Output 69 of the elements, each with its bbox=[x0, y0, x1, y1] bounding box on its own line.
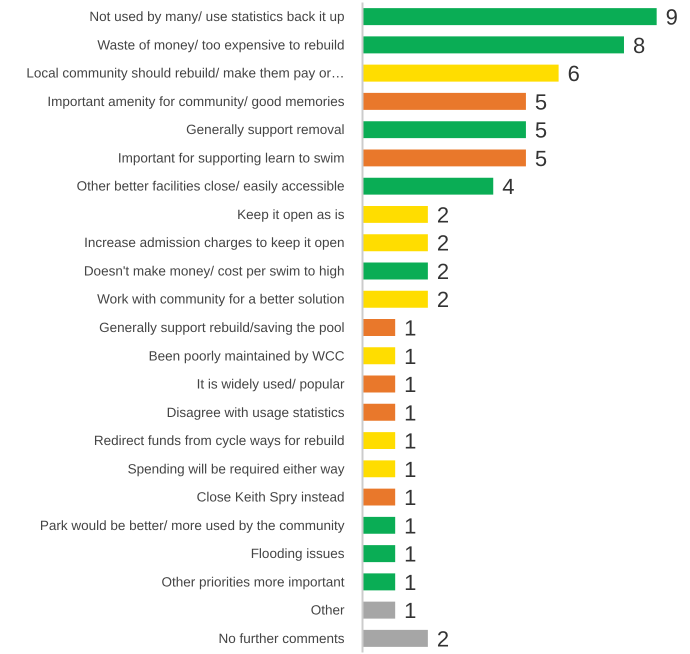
y-tick-label: Redirect funds from cycle ways for rebuild bbox=[94, 433, 344, 448]
y-tick-label: Work with community for a better solution bbox=[97, 292, 345, 307]
bar bbox=[362, 404, 396, 421]
bar bbox=[362, 8, 657, 26]
bar bbox=[362, 573, 396, 590]
data-label: 1 bbox=[404, 570, 416, 595]
y-tick-label: It is widely used/ popular bbox=[196, 376, 346, 392]
bar bbox=[362, 121, 526, 138]
y-tick-label: Increase admission charges to keep it open bbox=[84, 235, 345, 250]
data-label: 4 bbox=[502, 174, 514, 200]
y-tick-label: Disagree with usage statistics bbox=[166, 404, 345, 420]
bar bbox=[362, 432, 396, 450]
data-label: 2 bbox=[436, 258, 450, 284]
data-label: 1 bbox=[404, 598, 416, 624]
y-tick-label: Doesn't make money/ cost per swim to high bbox=[84, 263, 344, 278]
data-label: 1 bbox=[404, 316, 416, 340]
y-tick-label: Flooding issues bbox=[250, 546, 345, 562]
y-tick-label: Keep it open as is bbox=[237, 206, 345, 222]
data-label: 9 bbox=[666, 4, 678, 30]
bar bbox=[362, 488, 396, 506]
y-tick-label: Important amenity for community/ good memories bbox=[47, 94, 345, 109]
data-label: 5 bbox=[534, 89, 548, 114]
bar bbox=[362, 376, 396, 392]
data-label: 2 bbox=[436, 202, 450, 228]
bar bbox=[362, 262, 428, 280]
bar bbox=[362, 64, 559, 82]
data-label: 1 bbox=[404, 400, 416, 426]
data-label: 2 bbox=[436, 287, 450, 312]
data-label: 1 bbox=[404, 456, 416, 482]
y-tick-label: No further comments bbox=[218, 630, 345, 646]
y-tick-label: Local community should rebuild/ make them pay or… bbox=[26, 66, 345, 81]
y-tick-label: Waste of money/ too expensive to rebuild bbox=[97, 37, 345, 52]
bar bbox=[362, 347, 396, 364]
y-tick-label: Other priorities more important bbox=[161, 574, 345, 590]
y-tick-label: Generally support rebuild/saving the pool bbox=[99, 320, 345, 335]
data-label: 1 bbox=[404, 372, 416, 398]
data-label: 1 bbox=[404, 513, 416, 538]
bar bbox=[362, 602, 396, 619]
data-label: 5 bbox=[534, 146, 548, 171]
data-label: 2 bbox=[436, 230, 450, 256]
y-tick-label: Generally support removal bbox=[186, 122, 345, 138]
y-tick-label: Other bbox=[310, 602, 346, 618]
bar bbox=[362, 319, 396, 336]
bar bbox=[362, 516, 396, 534]
data-label: 8 bbox=[632, 32, 646, 58]
bar bbox=[362, 36, 624, 54]
bar bbox=[362, 630, 428, 647]
y-tick-label: Other better facilities close/ easily accessible bbox=[76, 178, 345, 194]
bar bbox=[362, 92, 526, 110]
y-tick-label: Spending will be required either way bbox=[128, 461, 345, 476]
bar bbox=[362, 545, 396, 562]
data-label: 1 bbox=[404, 542, 416, 567]
data-label: 6 bbox=[568, 61, 580, 86]
y-tick-label: Park would be better/ more used by the community bbox=[40, 518, 345, 533]
bar bbox=[362, 290, 428, 308]
y-tick-label: Important for supporting learn to swim bbox=[118, 150, 345, 166]
y-tick-label: Close Keith Spry instead bbox=[196, 490, 344, 505]
data-label: 2 bbox=[436, 626, 450, 652]
data-label: 1 bbox=[404, 344, 416, 369]
data-label: 5 bbox=[534, 118, 548, 143]
bar bbox=[362, 206, 428, 223]
data-label: 1 bbox=[404, 485, 416, 510]
bar bbox=[362, 234, 428, 252]
data-label: 1 bbox=[404, 428, 416, 454]
y-tick-label: Not used by many/ use statistics back it up bbox=[89, 9, 345, 24]
bar bbox=[362, 460, 396, 478]
bar bbox=[362, 149, 526, 166]
y-tick-label: Been poorly maintained by WCC bbox=[148, 348, 345, 364]
bar bbox=[362, 178, 494, 195]
